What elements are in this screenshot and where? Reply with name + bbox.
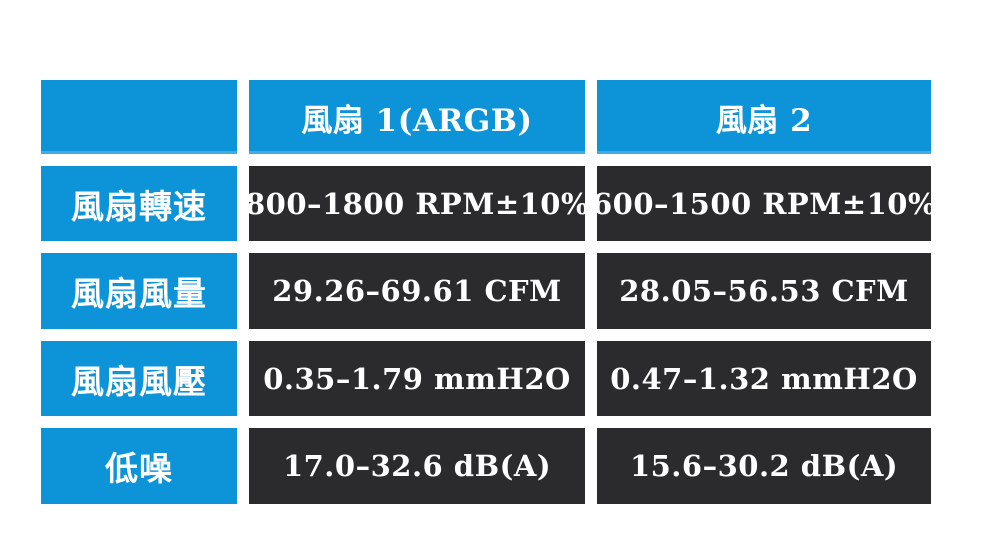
value-fan2-speed: 600–1500 RPM±10% xyxy=(592,166,936,241)
header-cell-fan2: 風扇 2 xyxy=(597,80,931,154)
value-fan1-speed: 800–1800 RPM±10% xyxy=(245,166,589,241)
value-fan2-noise: 15.6–30.2 dB(A) xyxy=(597,428,931,504)
value-fan2-pressure: 0.47–1.32 mmH2O xyxy=(597,341,931,416)
fan-spec-table: 風扇 1(ARGB) 風扇 2 風扇轉速 800–1800 RPM±10% 60… xyxy=(41,80,936,504)
header-cell-fan1: 風扇 1(ARGB) xyxy=(249,80,585,154)
row-label-air-pressure: 風扇風壓 xyxy=(41,341,237,416)
row-label-airflow: 風扇風量 xyxy=(41,253,237,329)
value-fan2-airflow: 28.05–56.53 CFM xyxy=(597,253,931,329)
value-fan1-pressure: 0.35–1.79 mmH2O xyxy=(249,341,585,416)
row-label-fan-speed: 風扇轉速 xyxy=(41,166,237,241)
value-fan1-airflow: 29.26–69.61 CFM xyxy=(249,253,585,329)
row-label-noise: 低噪 xyxy=(41,428,237,504)
header-cell-empty xyxy=(41,80,237,154)
value-fan1-noise: 17.0–32.6 dB(A) xyxy=(249,428,585,504)
